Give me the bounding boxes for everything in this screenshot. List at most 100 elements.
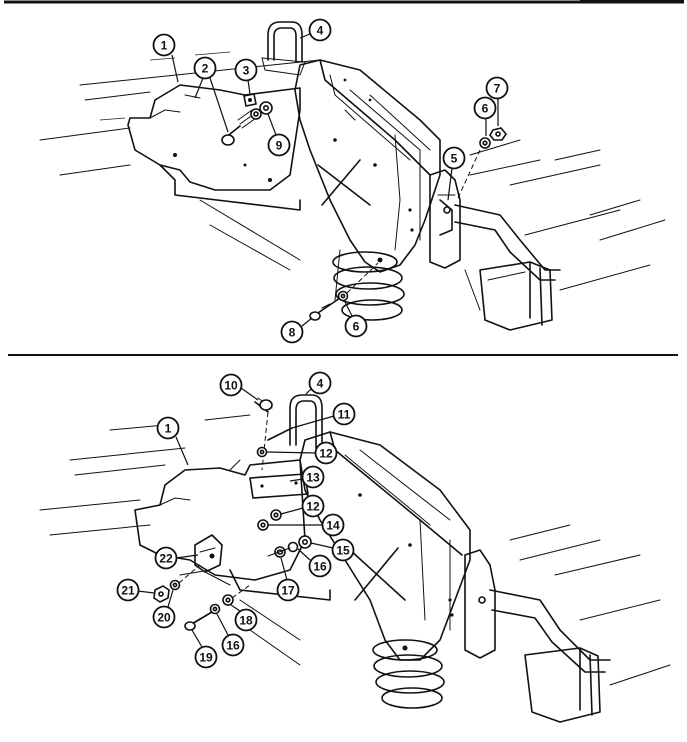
callout-number: 13	[306, 471, 320, 485]
frame-housing	[294, 59, 441, 273]
callout-circle	[331, 538, 355, 562]
callout-circle	[442, 146, 466, 170]
callout-circle	[194, 645, 218, 669]
callout-number: 7	[494, 82, 501, 96]
reinforcement-plate	[249, 473, 309, 499]
callout-leader-line	[137, 590, 155, 594]
callout-8-top: 8	[280, 317, 313, 344]
callout-leader-line	[299, 33, 311, 39]
frame-rail-lines-bottom	[39, 414, 301, 666]
callout-leader-line	[230, 604, 241, 612]
callout-circle	[154, 546, 178, 570]
frame-crossmember-bottom	[464, 524, 671, 723]
frame-crossmember	[454, 139, 666, 331]
callout-2-top: 2	[193, 56, 229, 133]
bottom-panel-artwork	[39, 394, 671, 723]
callout-circle	[267, 133, 291, 157]
callout-circle	[152, 605, 176, 629]
callout-1-top: 1	[152, 33, 179, 83]
callout-circle	[156, 416, 180, 440]
callout-circle	[308, 371, 332, 395]
callout-leader-line	[310, 542, 334, 549]
top-border-rule	[4, 0, 684, 4]
callout-leader-line	[447, 167, 453, 201]
callout-circle	[193, 56, 217, 80]
callout-circle	[485, 76, 509, 100]
callout-leader-line	[240, 387, 259, 401]
mounting-bracket	[127, 84, 301, 211]
callout-18-bottom: 18	[230, 604, 258, 632]
frame-rail-lines	[39, 51, 321, 271]
callout-number: 6	[482, 102, 489, 116]
callout-3-top: 3	[234, 58, 258, 95]
callout-circle	[308, 554, 332, 578]
callout-number: 1	[161, 39, 168, 53]
callout-leader-line	[301, 317, 313, 327]
callout-leader-line	[289, 478, 304, 482]
callout-number: 20	[157, 611, 171, 625]
callout-number: 8	[289, 326, 296, 340]
u-bolt	[261, 21, 306, 76]
callout-circle	[221, 633, 245, 657]
callout-circle	[152, 33, 176, 57]
callout-number: 16	[313, 560, 327, 574]
callout-leader-line	[194, 77, 204, 99]
callout-4-bottom: 4	[305, 371, 332, 395]
callout-leader-line	[216, 613, 229, 636]
spring-coils	[332, 249, 405, 321]
callout-1-bottom: 1	[156, 416, 189, 466]
callout-circle	[308, 18, 332, 42]
callout-20-bottom: 20	[152, 589, 176, 629]
callout-circle	[234, 58, 258, 82]
callout-4-top: 4	[299, 18, 332, 42]
callout-17-bottom: 17	[276, 557, 300, 602]
callout-number: 5	[451, 152, 458, 166]
callout-circle	[314, 441, 338, 465]
callout-number: 16	[226, 639, 240, 653]
clip-assembly	[179, 534, 231, 586]
callout-number: 12	[306, 500, 320, 514]
callout-6-top: 6	[344, 301, 368, 338]
callout-6-top: 6	[473, 96, 497, 136]
u-bolt-bottom	[289, 394, 323, 449]
callout-7-top: 7	[485, 76, 509, 126]
callout-circle	[219, 373, 243, 397]
callout-10-bottom: 10	[219, 373, 259, 401]
callout-number: 21	[121, 584, 135, 598]
callout-number: 22	[159, 552, 173, 566]
mounting-bracket-bottom	[134, 459, 331, 601]
callout-leader-line	[209, 77, 229, 133]
callout-number: 9	[276, 139, 283, 153]
callout-19-bottom: 19	[191, 629, 218, 669]
callout-leader-line	[171, 54, 179, 83]
fastener-group-bottom	[153, 397, 312, 631]
callout-number: 19	[199, 651, 213, 665]
spring-hanger	[429, 169, 461, 269]
callout-leader-line	[280, 507, 304, 515]
callout-leader-line	[266, 451, 317, 454]
callout-circle	[332, 402, 356, 426]
callout-16-bottom: 16	[216, 613, 245, 657]
callout-leader-line	[267, 113, 277, 136]
callout-circle	[301, 465, 325, 489]
fastener-group-top	[221, 93, 507, 321]
callout-number: 15	[336, 544, 350, 558]
callout-number: 3	[243, 64, 250, 78]
callout-number: 11	[338, 408, 351, 422]
callout-leader-line	[291, 415, 335, 429]
callout-number: 10	[224, 379, 238, 393]
callout-number: 4	[317, 377, 324, 391]
callout-16-bottom: 16	[297, 548, 332, 578]
callout-number: 14	[326, 519, 340, 533]
callout-number: 2	[202, 62, 209, 76]
callout-leader-line	[175, 436, 189, 466]
callout-leader-line	[175, 554, 199, 559]
callout-leader-line	[280, 557, 288, 581]
spring-coils-bottom	[372, 639, 445, 709]
callout-leader-line	[247, 79, 251, 95]
callout-11-bottom: 11	[291, 402, 356, 429]
callout-circle	[116, 578, 140, 602]
callout-number: 18	[239, 614, 253, 628]
